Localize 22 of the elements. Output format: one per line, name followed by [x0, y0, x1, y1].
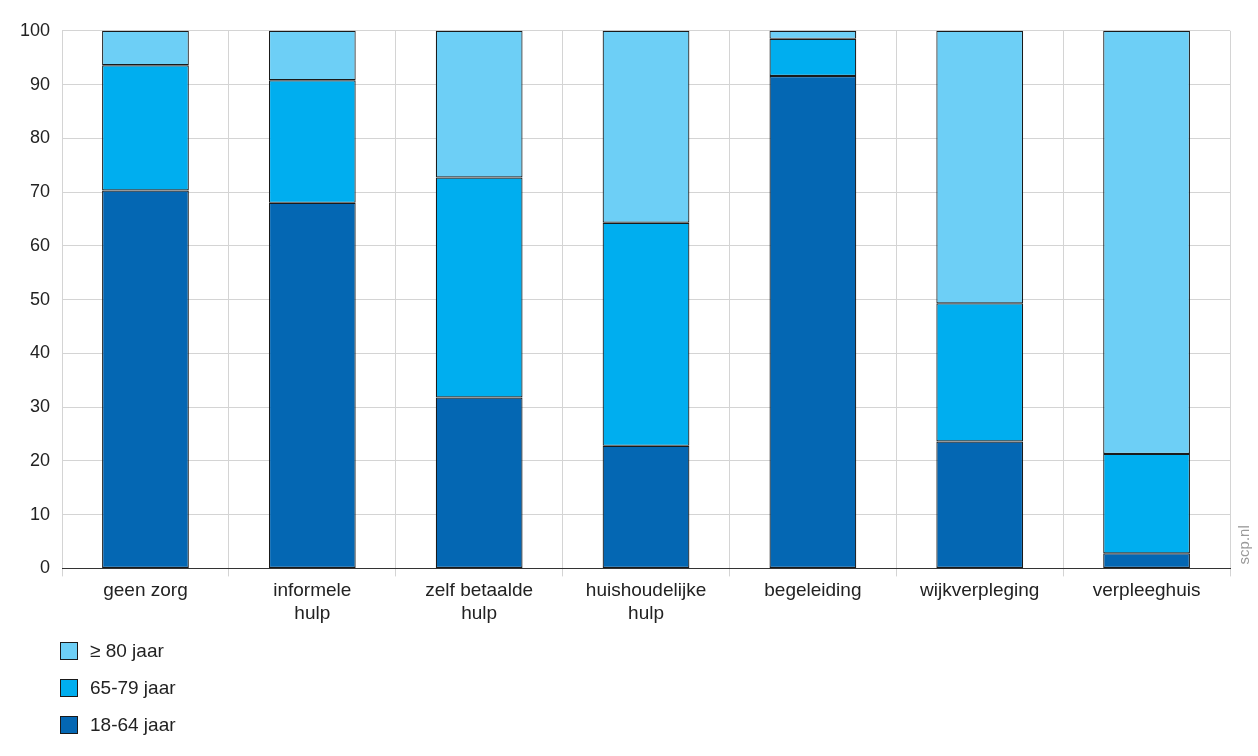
y-tick-label: 80: [30, 127, 51, 148]
y-tick-label: 0: [40, 557, 51, 578]
legend-label: 65-79 jaar: [90, 676, 176, 699]
legend-label: 18-64 jaar: [90, 713, 176, 736]
y-tick-label: 90: [30, 73, 51, 94]
x-tick-label: verpleeghuis: [1092, 579, 1201, 601]
x-tick-label: huishoudelijke hulp: [585, 579, 707, 623]
y-tick-label: 60: [30, 234, 51, 255]
y-tick-label: 70: [30, 181, 51, 202]
y-tick-label: 100: [19, 19, 51, 40]
x-tick-label: wijkverpleging: [919, 579, 1040, 601]
x-tick-label: geen zorg: [103, 579, 188, 601]
text: scp.nl: [1234, 525, 1252, 565]
y-tick-label: 20: [30, 449, 51, 470]
x-tick-label: zelf betaalde hulp: [425, 579, 534, 623]
x-tick-label: begeleiding: [764, 579, 862, 601]
y-tick-label: 50: [30, 288, 51, 309]
x-tick-label: informele hulp: [273, 579, 352, 623]
y-tick-label: 30: [30, 396, 51, 417]
legend-label: ≥ 80 jaar: [90, 639, 164, 662]
y-tick-label: 10: [30, 503, 51, 524]
y-tick-label: 40: [30, 342, 51, 363]
